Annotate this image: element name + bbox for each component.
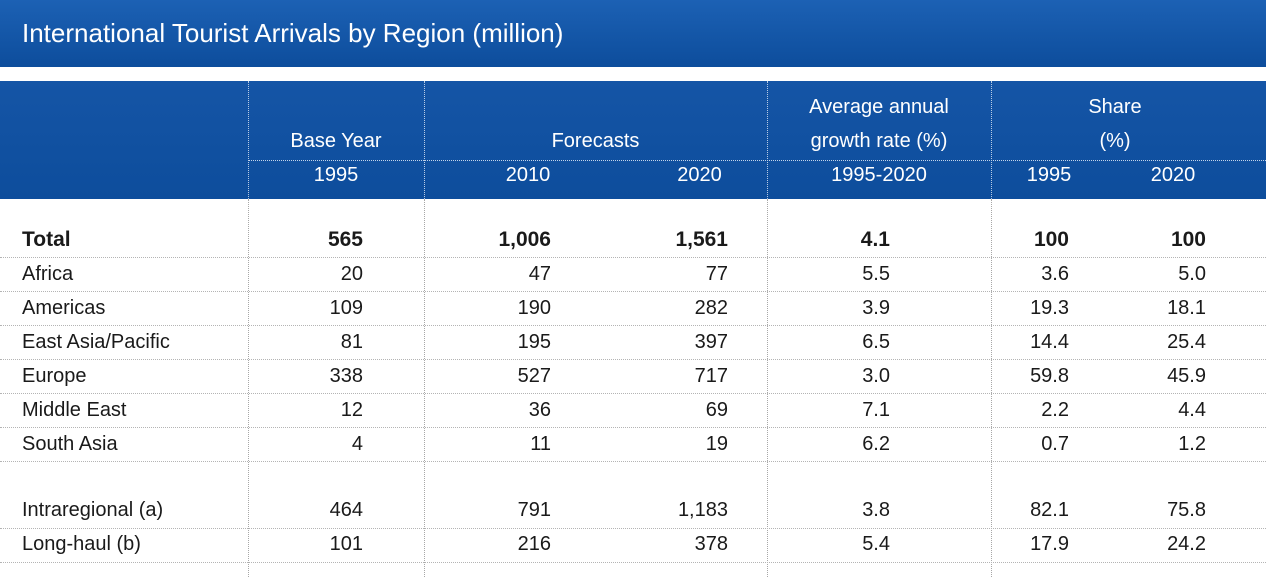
- table-cell: 109: [329, 297, 363, 319]
- table-cell: 47: [528, 263, 551, 285]
- row-label: East Asia/Pacific: [22, 331, 170, 353]
- table-cell: 1,183: [677, 499, 728, 521]
- table-cell: 378: [694, 533, 728, 555]
- table-cell: 190: [517, 297, 551, 319]
- row-rule: [0, 528, 1266, 529]
- table-cell: 0.7: [1041, 433, 1069, 455]
- row-rule: [0, 359, 1266, 360]
- table-header: [0, 81, 1266, 199]
- header-growth-line2: growth rate (%): [810, 130, 948, 152]
- row-label: Total: [22, 228, 71, 251]
- header-divider: [248, 81, 249, 199]
- table-cell: 69: [705, 399, 728, 421]
- table-cell: 6.5: [862, 331, 890, 353]
- header-rule: [248, 160, 1266, 161]
- table-cell: 24.2: [1167, 533, 1206, 555]
- table-cell: 4.4: [1178, 399, 1206, 421]
- table-cell: 100: [1170, 228, 1206, 251]
- table-cell: 717: [694, 365, 728, 387]
- table-cell: 59.8: [1030, 365, 1069, 387]
- table-cell: 4.1: [860, 228, 890, 251]
- row-rule: [0, 393, 1266, 394]
- table-cell: 75.8: [1167, 499, 1206, 521]
- table-cell: 1.2: [1178, 433, 1206, 455]
- table-cell: 36: [528, 399, 551, 421]
- row-label: South Asia: [22, 433, 118, 455]
- column-divider: [424, 199, 425, 577]
- subheader-period: 1995-2020: [831, 164, 927, 186]
- subheader-share-1995: 1995: [1026, 164, 1072, 186]
- header-growth-line1: Average annual: [809, 96, 949, 118]
- header-forecasts: Forecasts: [551, 130, 640, 152]
- row-label: Intraregional (a): [22, 499, 164, 521]
- table-cell: 14.4: [1030, 331, 1069, 353]
- table-cell: 77: [705, 263, 728, 285]
- header-divider: [424, 81, 425, 199]
- header-base-year: Base Year: [290, 130, 382, 152]
- row-label: Americas: [22, 297, 106, 319]
- table-cell: 338: [329, 365, 363, 387]
- row-rule: [0, 427, 1266, 428]
- table-cell: 20: [340, 263, 363, 285]
- table-cell: 2.2: [1041, 399, 1069, 421]
- row-rule: [0, 325, 1266, 326]
- subheader-2010: 2010: [505, 164, 551, 186]
- table-cell: 195: [517, 331, 551, 353]
- table-cell: 82.1: [1030, 499, 1069, 521]
- row-rule: [0, 257, 1266, 258]
- column-divider: [248, 199, 249, 577]
- table-cell: 3.0: [862, 365, 890, 387]
- table-cell: 464: [329, 499, 363, 521]
- header-share-line2: (%): [1099, 130, 1131, 152]
- header-divider: [767, 81, 768, 199]
- column-divider: [991, 199, 992, 577]
- row-rule: [0, 291, 1266, 292]
- table-cell: 101: [329, 533, 363, 555]
- table-cell: 45.9: [1167, 365, 1206, 387]
- table-cell: 3.8: [862, 499, 890, 521]
- table-title: International Tourist Arrivals by Region…: [22, 18, 564, 48]
- row-rule: [0, 461, 1266, 462]
- header-share-line1: Share: [1088, 96, 1142, 118]
- table-cell: 12: [340, 399, 363, 421]
- table-cell: 81: [340, 331, 363, 353]
- subheader-2020: 2020: [677, 164, 722, 186]
- table-cell: 397: [694, 331, 728, 353]
- table-cell: 18.1: [1167, 297, 1206, 319]
- row-label: Long-haul (b): [22, 533, 141, 555]
- table-cell: 1,561: [675, 228, 728, 251]
- table-cell: 7.1: [862, 399, 890, 421]
- row-rule: [0, 562, 1266, 563]
- table-cell: 791: [517, 499, 551, 521]
- table-cell: 19: [705, 433, 728, 455]
- table-cell: 3.6: [1041, 263, 1069, 285]
- table-cell: 5.0: [1178, 263, 1206, 285]
- table-cell: 6.2: [862, 433, 890, 455]
- table-cell: 11: [530, 433, 551, 455]
- column-divider: [767, 199, 768, 577]
- table-cell: 282: [694, 297, 728, 319]
- row-label: Europe: [22, 365, 87, 387]
- table-cell: 1,006: [498, 228, 551, 251]
- row-label: Middle East: [22, 399, 127, 421]
- subheader-1995: 1995: [313, 164, 359, 186]
- title-bar: International Tourist Arrivals by Region…: [0, 0, 1266, 67]
- table-cell: 25.4: [1167, 331, 1206, 353]
- table-cell: 5.4: [862, 533, 890, 555]
- subheader-share-2020: 2020: [1150, 164, 1196, 186]
- table-cell: 4: [351, 433, 363, 455]
- table-cell: 17.9: [1030, 533, 1069, 555]
- table-cell: 5.5: [862, 263, 890, 285]
- table-cell: 216: [517, 533, 551, 555]
- table-cell: 100: [1033, 228, 1069, 251]
- row-label: Africa: [22, 263, 74, 285]
- table-cell: 19.3: [1030, 297, 1069, 319]
- header-divider: [991, 81, 992, 199]
- table-cell: 565: [327, 228, 363, 251]
- table-cell: 527: [517, 365, 551, 387]
- table-cell: 3.9: [862, 297, 890, 319]
